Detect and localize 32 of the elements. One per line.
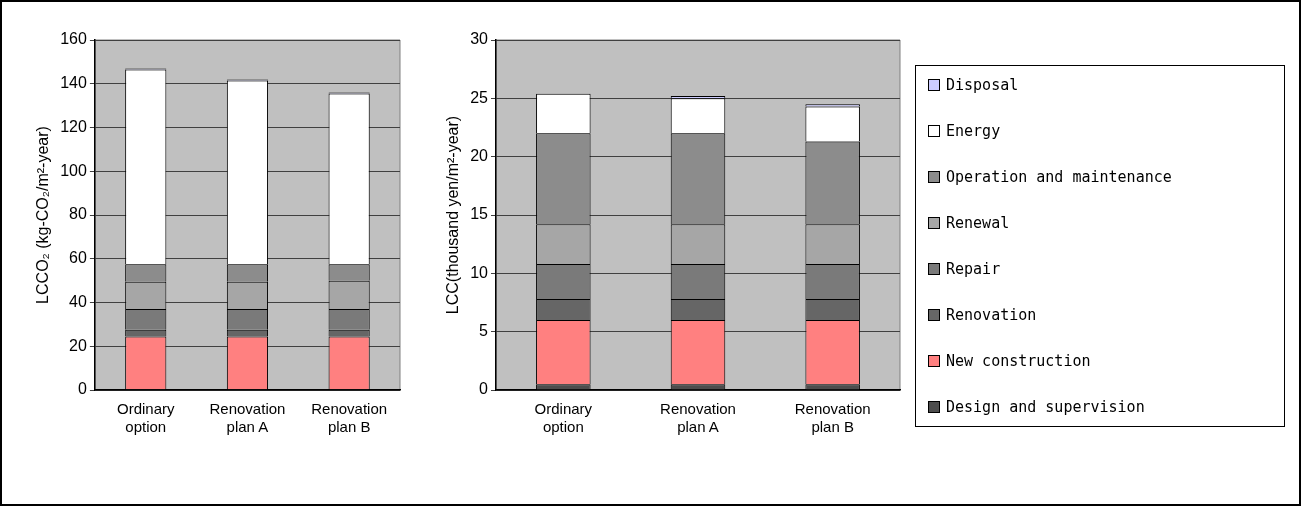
y-tick-label: 0: [479, 380, 489, 398]
x-tick-label: Renovation plan A: [209, 400, 286, 436]
legend-label: Renewal: [946, 214, 1010, 232]
y-tick-label: 140: [60, 74, 87, 92]
y-tick-label: 30: [470, 30, 489, 48]
y-tick-label: 20: [69, 336, 87, 354]
legend-label: Repair: [946, 260, 1001, 278]
y-tick-label: 0: [77, 380, 87, 398]
legend-label: Operation and maintenance: [946, 168, 1172, 186]
x-tick-label: Ordinary option: [116, 400, 175, 436]
y-tick-label: 100: [60, 161, 87, 179]
x-tick-label: Renovation plan A: [660, 400, 736, 436]
legend-label: New construction: [946, 352, 1091, 370]
legend-label: Renovation: [946, 306, 1037, 324]
legend-label: Disposal: [946, 76, 1019, 94]
x-tick-label: Renovation plan B: [794, 400, 871, 436]
y-tick-label: 120: [60, 117, 87, 135]
y-tick-label: 60: [69, 249, 87, 267]
y-tick-label: 10: [470, 263, 489, 281]
legend-label: Energy: [946, 122, 1001, 140]
y-tick-label: 40: [69, 292, 87, 310]
y-tick-label: 160: [60, 30, 87, 48]
y-tick-label: 20: [470, 147, 489, 165]
y-tick-label: 5: [479, 322, 489, 340]
x-tick-label: Ordinary option: [534, 400, 593, 436]
y-tick-label: 25: [470, 88, 489, 106]
y-tick-label: 15: [470, 205, 489, 223]
y-axis-title: LCC(thousand yen/m²-year): [444, 115, 462, 315]
x-tick-label: Renovation plan B: [311, 400, 388, 436]
legend-label: Design and supervision: [946, 398, 1145, 416]
y-tick-label: 80: [69, 205, 87, 223]
y-axis-title: LCCO₂ (kg-CO₂/m²-year): [34, 126, 52, 304]
